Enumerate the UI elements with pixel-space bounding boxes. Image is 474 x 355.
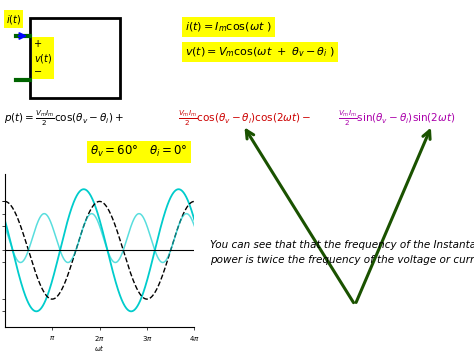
Text: $\theta_v=60°\quad\theta_i=0°$: $\theta_v=60°\quad\theta_i=0°$ [90,144,188,159]
X-axis label: $\omega t$
(radians): $\omega t$ (radians) [84,343,115,355]
Text: $i(t)$: $i(t)$ [6,12,21,26]
Text: +
$v(t)$
−: + $v(t)$ − [34,39,52,77]
Text: $\frac{V_m I_m}{2}\sin(\theta_v-\theta_i)\sin(2\omega t)$: $\frac{V_m I_m}{2}\sin(\theta_v-\theta_i… [338,108,456,128]
Text: You can see that that the frequency of the Instantaneous
power is twice the freq: You can see that that the frequency of t… [210,240,474,265]
Text: $p(t)=\frac{V_m I_m}{2}\cos(\theta_v-\theta_i)+$: $p(t)=\frac{V_m I_m}{2}\cos(\theta_v-\th… [4,108,124,128]
Bar [30,18,120,98]
Text: $\frac{V_m I_m}{2}\cos(\theta_v-\theta_i)\cos(2\omega t)-$: $\frac{V_m I_m}{2}\cos(\theta_v-\theta_i… [178,108,311,128]
Text: $i(t)=I_m\cos(\omega t\ )$: $i(t)=I_m\cos(\omega t\ )$ [185,20,272,34]
Text: $v(t)=V_m\cos(\omega t\ +\ \theta_v-\theta_i\ )$: $v(t)=V_m\cos(\omega t\ +\ \theta_v-\the… [185,45,335,59]
